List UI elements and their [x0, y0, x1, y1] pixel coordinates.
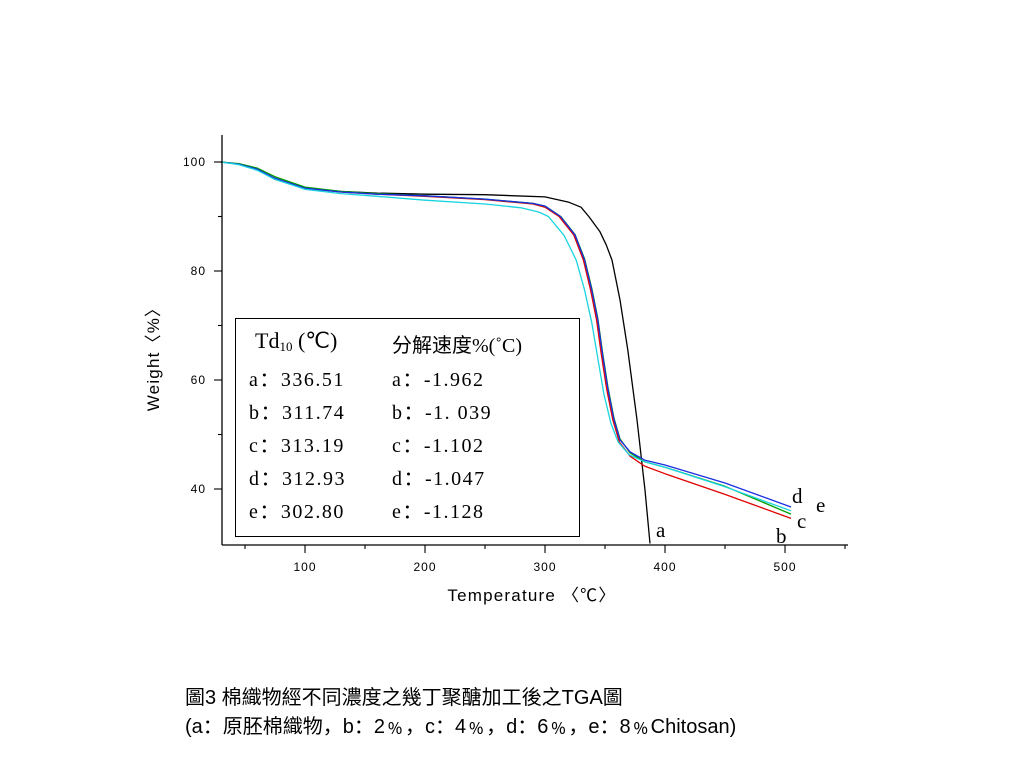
- td10-header: Td10 (℃): [255, 328, 337, 355]
- x-tick-label: 100: [293, 560, 316, 574]
- y-tick-label: 80: [191, 264, 206, 278]
- y-tick-label: 40: [191, 482, 206, 496]
- x-tick-label: 200: [413, 560, 436, 574]
- y-axis-title: Weight〈%〉: [144, 299, 163, 412]
- x-tick-label: 400: [653, 560, 676, 574]
- x-tick-label: 500: [773, 560, 796, 574]
- td10-value: b：311.74: [249, 402, 346, 424]
- rate-value: b：-1. 039: [392, 402, 493, 424]
- table-row: d：312.93 d：-1.047: [249, 460, 492, 493]
- td10-header-unit: (℃): [292, 328, 338, 353]
- x-tick-label: 300: [533, 560, 556, 574]
- table-row: a：336.51 a：-1.962: [249, 361, 492, 394]
- table-row: c：313.19 c：-1.102: [249, 427, 492, 460]
- decomposition-rate-header: 分解速度%(˚C): [392, 335, 522, 357]
- rate-value: e：-1.128: [392, 501, 485, 523]
- caption-line-1: 圖3 棉織物經不同濃度之幾丁聚醣加工後之TGA圖: [185, 687, 623, 709]
- x-axis-title: Temperature 〈℃〉: [447, 586, 616, 605]
- table-row: e：302.80 e：-1.128: [249, 493, 492, 526]
- curve-label-c: c: [797, 509, 806, 533]
- td10-value: c：313.19: [249, 435, 345, 457]
- curve-label-d: d: [792, 484, 803, 508]
- y-tick-label: 60: [191, 373, 206, 387]
- curve-label-e: e: [816, 493, 825, 517]
- table-row: b：311.74 b：-1. 039: [249, 394, 492, 427]
- td10-header-sub: 10: [279, 339, 293, 354]
- rate-value: a：-1.962: [392, 369, 485, 391]
- rate-value: c：-1.102: [392, 435, 485, 457]
- tick-layer: 40 60 80 100 100 200 300 400 500: [183, 155, 846, 574]
- curve-label-b: b: [776, 524, 787, 548]
- td10-value: e：302.80: [249, 501, 345, 523]
- td10-header-main: Td: [255, 328, 280, 353]
- table-rows: a：336.51 a：-1.962 b：311.74 b：-1. 039 c：3…: [249, 361, 492, 526]
- rate-value: d：-1.047: [392, 468, 486, 490]
- td10-value: a：336.51: [249, 369, 345, 391]
- series-line-e: [220, 161, 792, 512]
- td10-value: d：312.93: [249, 468, 346, 490]
- caption-line-2: (a：原胚棉織物，b：2﹪，c：4﹪，d：6﹪，e：8﹪Chitosan): [185, 716, 737, 738]
- figure-caption: 圖3 棉織物經不同濃度之幾丁聚醣加工後之TGA圖 (a：原胚棉織物，b：2﹪，c…: [185, 684, 736, 742]
- y-tick-label: 100: [183, 155, 206, 169]
- series-line-d: [220, 161, 792, 508]
- curve-label-a: a: [656, 518, 666, 542]
- td10-table-box: Td10 (℃) 分解速度%(˚C) a：336.51 a：-1.962 b：3…: [235, 318, 580, 537]
- series-layer: [220, 161, 792, 544]
